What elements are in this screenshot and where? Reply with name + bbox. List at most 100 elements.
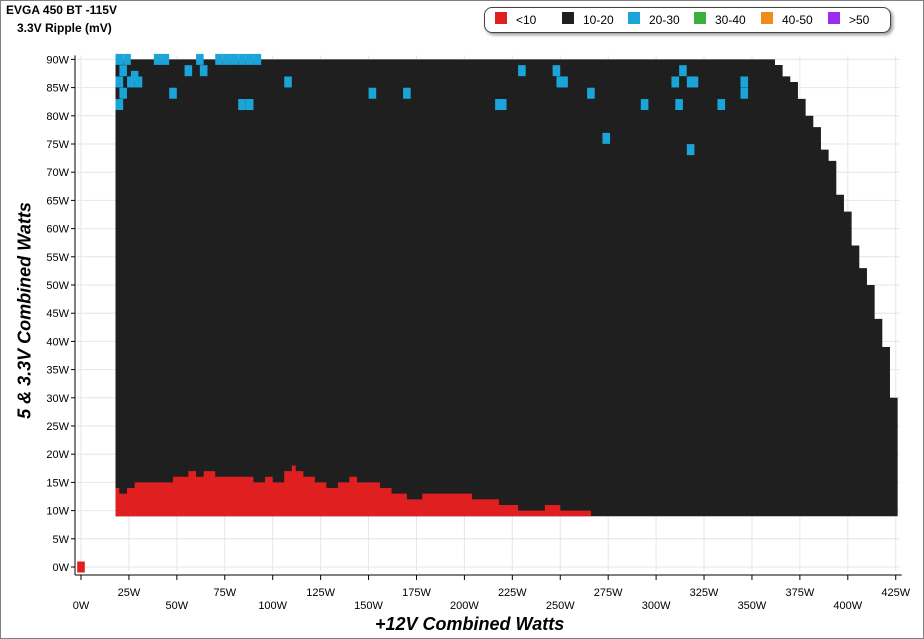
y-tick-label: 35W bbox=[46, 365, 69, 377]
cell-20-30 bbox=[169, 87, 177, 99]
cell-20-30 bbox=[690, 76, 699, 88]
y-axis-title: 5 & 3.3V Combined Watts bbox=[14, 202, 35, 419]
cell-20-30 bbox=[679, 65, 687, 77]
x-tick-label: 325W bbox=[690, 587, 719, 599]
x-tick-label: 225W bbox=[498, 587, 527, 599]
y-tick-label: 0W bbox=[53, 562, 70, 574]
cell-20-30 bbox=[115, 99, 124, 111]
cell-20-30 bbox=[686, 144, 695, 156]
cell-20-30 bbox=[134, 76, 143, 88]
x-axis-title: +12V Combined Watts bbox=[375, 614, 565, 634]
cell-20-30 bbox=[215, 53, 223, 65]
x-tick-label: 350W bbox=[738, 600, 767, 612]
legend-label-lt10: <10 bbox=[516, 13, 537, 27]
cell-20-30 bbox=[587, 87, 595, 99]
legend-label-30-40: 30-40 bbox=[715, 13, 746, 27]
cell-20-30 bbox=[123, 53, 131, 65]
x-tick-label: 0W bbox=[73, 600, 90, 612]
cell-20-30 bbox=[675, 99, 683, 111]
legend-swatch-40-50 bbox=[761, 12, 773, 24]
band-lt10-region bbox=[115, 465, 591, 517]
cell-20-30 bbox=[284, 76, 292, 88]
legend-label-20-30: 20-30 bbox=[649, 13, 680, 27]
y-tick-label: 15W bbox=[46, 477, 69, 489]
cell-20-30 bbox=[153, 53, 162, 65]
cell-20-30 bbox=[119, 87, 127, 99]
chart-title: EVGA 450 BT -115V bbox=[6, 3, 117, 17]
x-tick-label: 200W bbox=[450, 600, 479, 612]
cell-20-30 bbox=[740, 76, 749, 88]
y-tick-label: 70W bbox=[46, 167, 69, 179]
cell-20-30 bbox=[222, 53, 231, 65]
y-tick-label: 50W bbox=[46, 280, 69, 292]
x-tick-label: 75W bbox=[213, 587, 236, 599]
x-tick-label: 100W bbox=[258, 600, 287, 612]
x-tick-label: 400W bbox=[833, 600, 862, 612]
band-10-20-region bbox=[115, 59, 898, 517]
y-tick-label: 65W bbox=[46, 195, 69, 207]
x-tick-label: 275W bbox=[594, 587, 623, 599]
x-tick-label: 375W bbox=[786, 587, 815, 599]
cell-20-30 bbox=[602, 132, 611, 144]
x-tick-label: 25W bbox=[118, 587, 141, 599]
cell-20-30 bbox=[230, 53, 239, 65]
cell-20-30 bbox=[368, 87, 377, 99]
cell-20-30 bbox=[552, 65, 561, 77]
cell-20-30 bbox=[556, 76, 565, 88]
y-tick-label: 55W bbox=[46, 252, 69, 264]
legend-swatch-gt50 bbox=[828, 12, 840, 24]
cell-20-30 bbox=[119, 65, 127, 77]
legend-label-40-50: 40-50 bbox=[782, 13, 813, 27]
y-tick-label: 10W bbox=[46, 506, 69, 518]
legend-swatch-lt10 bbox=[495, 12, 507, 24]
y-tick-label: 40W bbox=[46, 336, 69, 348]
cell-20-30 bbox=[245, 99, 254, 111]
y-tick-label: 20W bbox=[46, 449, 69, 461]
cell-20-30 bbox=[161, 53, 170, 65]
cell-20-30 bbox=[560, 76, 568, 88]
cell-20-30 bbox=[115, 76, 124, 88]
y-tick-label: 80W bbox=[46, 111, 69, 123]
legend-swatch-10-20 bbox=[562, 12, 574, 24]
x-tick-label: 125W bbox=[306, 587, 335, 599]
y-tick-label: 25W bbox=[46, 421, 69, 433]
y-tick-label: 45W bbox=[46, 308, 69, 320]
legend-label-gt50: >50 bbox=[849, 13, 870, 27]
cell-20-30 bbox=[686, 76, 695, 88]
x-tick-label: 150W bbox=[354, 600, 383, 612]
cell-20-30 bbox=[127, 76, 135, 88]
cell-20-30 bbox=[245, 53, 254, 65]
chart-subtitle: 3.3V Ripple (mV) bbox=[17, 21, 112, 35]
cell-20-30 bbox=[403, 87, 411, 99]
x-tick-label: 175W bbox=[402, 587, 431, 599]
cell-20-30 bbox=[518, 65, 526, 77]
x-tick-label: 300W bbox=[642, 600, 671, 612]
cell-20-30 bbox=[740, 87, 749, 99]
cell-20-30 bbox=[184, 65, 193, 77]
legend-swatch-30-40 bbox=[694, 12, 706, 24]
legend-swatch-20-30 bbox=[628, 12, 640, 24]
y-tick-label: 5W bbox=[53, 534, 70, 546]
cell-20-30 bbox=[199, 65, 208, 77]
cell-20-30 bbox=[115, 53, 124, 65]
y-tick-label: 90W bbox=[46, 54, 69, 66]
x-tick-label: 425W bbox=[881, 587, 910, 599]
cell-20-30 bbox=[717, 99, 726, 111]
cell-20-30 bbox=[253, 53, 262, 65]
legend-label-10-20: 10-20 bbox=[583, 13, 614, 27]
cell-20-30 bbox=[196, 53, 204, 65]
y-tick-label: 85W bbox=[46, 83, 69, 95]
y-tick-label: 75W bbox=[46, 139, 69, 151]
cell-20-30 bbox=[238, 99, 246, 111]
x-tick-label: 250W bbox=[546, 600, 575, 612]
cell-20-30 bbox=[130, 70, 139, 82]
cell-20-30 bbox=[238, 53, 246, 65]
cell-lt10 bbox=[77, 561, 85, 573]
cell-20-30 bbox=[498, 99, 507, 111]
cell-20-30 bbox=[671, 76, 680, 88]
y-tick-label: 30W bbox=[46, 393, 69, 405]
x-tick-label: 50W bbox=[166, 600, 189, 612]
cell-20-30 bbox=[640, 99, 649, 111]
cell-20-30 bbox=[495, 99, 503, 111]
